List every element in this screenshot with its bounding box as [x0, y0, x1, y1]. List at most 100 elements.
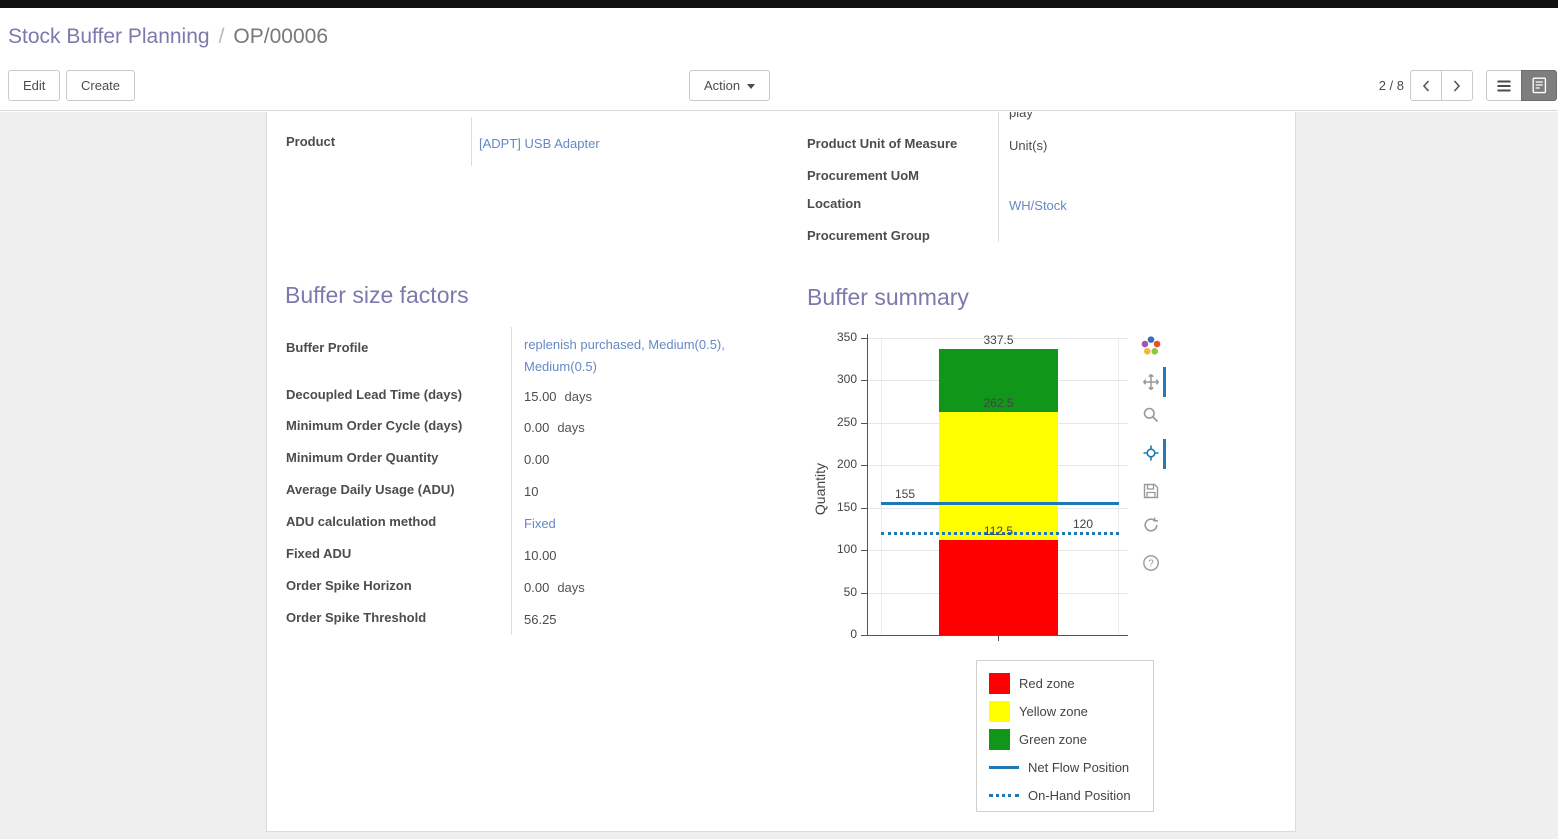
pan-icon	[1142, 373, 1160, 391]
legend-item-yellow-zone[interactable]: Yellow zone	[989, 701, 1153, 722]
pager-next-button[interactable]	[1441, 70, 1473, 101]
field-row-moq: Minimum Order Quantity 0.00	[286, 450, 766, 472]
chart-ytick-label: 150	[836, 499, 857, 514]
legend-label: Red zone	[1019, 676, 1075, 691]
field-label: Decoupled Lead Time (days)	[286, 387, 463, 402]
control-panel: Edit Create Action 2 / 8	[0, 62, 1558, 111]
field-value: Unit(s)	[1009, 138, 1048, 153]
pager-previous-button[interactable]	[1410, 70, 1442, 101]
field-label: Procurement UoM	[807, 168, 919, 183]
legend-item-net-flow-position[interactable]: Net Flow Position	[989, 757, 1153, 778]
chart-ytick	[861, 507, 867, 509]
clipped-field-value: play	[1009, 112, 1033, 120]
buffer-profile-link[interactable]: replenish purchased, Medium(0.5), Medium…	[524, 337, 725, 374]
field-row-moc: Minimum Order Cycle (days) 0.00 days	[286, 418, 766, 440]
on-hand-line-swatch-icon	[989, 794, 1019, 797]
chart-x-tick	[998, 636, 999, 641]
field-value: 56.25	[524, 612, 557, 627]
field-label: Product	[286, 134, 336, 149]
field-separator	[471, 117, 472, 166]
section-title-buffer-size-factors: Buffer size factors	[285, 282, 469, 308]
legend-label: Green zone	[1019, 732, 1087, 747]
field-value: 0.00	[524, 580, 550, 595]
form-view-button[interactable]	[1521, 70, 1557, 101]
chart-ytick	[861, 635, 867, 636]
chart-vgridline	[1118, 338, 1119, 635]
chart-ytick	[861, 380, 867, 382]
chart-ytick-label: 0	[850, 627, 857, 641]
action-button[interactable]: Action	[689, 70, 771, 101]
location-link[interactable]: WH/Stock	[1009, 198, 1067, 213]
view-switcher	[1486, 70, 1557, 101]
top-navbar	[0, 0, 1558, 8]
legend-label: Yellow zone	[1019, 704, 1088, 719]
field-label: Product Unit of Measure	[807, 136, 958, 151]
help-button[interactable]: ?	[1139, 551, 1163, 575]
field-label: Buffer Profile	[286, 340, 369, 355]
field-label: Minimum Order Quantity	[286, 450, 439, 465]
product-link[interactable]: [ADPT] USB Adapter	[479, 136, 600, 151]
field-row-fixed-adu: Fixed ADU 10.00	[286, 546, 766, 568]
net-flow-line-swatch-icon	[989, 766, 1019, 769]
chart-annotation: 155	[895, 487, 916, 502]
reset-axes-button[interactable]	[1139, 513, 1163, 537]
create-button[interactable]: Create	[66, 70, 136, 101]
field-row-product: Product [ADPT] USB Adapter	[286, 134, 766, 156]
chart-net-flow-position-line	[881, 501, 1119, 505]
chart-ytick	[861, 592, 867, 594]
modebar-active-indicator	[1163, 439, 1166, 469]
chart-ytick-label: 100	[836, 542, 857, 557]
list-view-icon	[1497, 80, 1511, 91]
field-suffix: days	[557, 420, 585, 435]
zoom-tool-button[interactable]	[1139, 403, 1163, 427]
chart-vgridline	[881, 338, 882, 635]
field-suffix: days	[564, 389, 593, 404]
form-view-icon	[1532, 77, 1546, 94]
breadcrumb: Stock Buffer Planning / OP/00006	[0, 8, 1558, 62]
chart-annotation: 120	[1073, 517, 1094, 532]
red-zone-swatch-icon	[989, 673, 1010, 694]
chart-ytick	[861, 338, 867, 339]
buffer-chart: 0 50 100 150 200 250 300 350 337.5 262.5 112.5 155 1…	[267, 112, 1295, 831]
chart-zone-green	[939, 348, 1058, 413]
list-view-button[interactable]	[1486, 70, 1522, 101]
chart-annotation: 337.5	[983, 332, 1014, 347]
legend-item-on-hand-position[interactable]: On-Hand Position	[989, 785, 1153, 806]
legend-item-red-zone[interactable]: Red zone	[989, 673, 1153, 694]
breadcrumb-parent[interactable]: Stock Buffer Planning	[8, 25, 210, 48]
field-row-spike-horizon: Order Spike Horizon 0.00 days	[286, 578, 766, 600]
chart-on-hand-position-line	[881, 531, 1119, 535]
chart-ytick-label: 250	[836, 414, 857, 429]
chart-ytick-label: 350	[836, 330, 857, 344]
hover-tool-button[interactable]	[1139, 441, 1163, 465]
field-row-procurement-group: Procurement Group	[807, 228, 1277, 250]
save-chart-button[interactable]	[1139, 479, 1163, 503]
chart-annotation: 112.5	[983, 523, 1014, 538]
chart-ytick-label: 200	[836, 457, 857, 472]
edit-button[interactable]: Edit	[8, 70, 61, 101]
chart-y-axis-title: Quantity	[812, 462, 828, 516]
adu-method-link[interactable]: Fixed	[524, 516, 556, 531]
field-row-adu: Average Daily Usage (ADU) 10	[286, 482, 766, 504]
pager	[1410, 70, 1473, 101]
modebar-active-indicator	[1163, 367, 1166, 397]
legend-label: On-Hand Position	[1028, 788, 1131, 803]
field-label: Average Daily Usage (ADU)	[286, 482, 455, 497]
legend-item-green-zone[interactable]: Green zone	[989, 729, 1153, 750]
save-icon	[1143, 483, 1159, 499]
chart-ytick-label: 300	[836, 372, 857, 387]
chart-zone-yellow	[939, 412, 1058, 540]
field-value: 10.00	[524, 548, 557, 563]
chevron-left-icon	[1422, 79, 1430, 92]
field-row-product-uom: Product Unit of Measure Unit(s)	[807, 136, 1277, 158]
chart-annotation: 262.5	[983, 396, 1014, 411]
chart-ytick-label: 50	[843, 584, 857, 599]
chart-ytick	[861, 422, 867, 424]
pan-tool-button[interactable]	[1139, 370, 1163, 394]
field-label: Order Spike Horizon	[286, 578, 412, 593]
pager-count: 2 / 8	[1378, 78, 1404, 93]
plotly-logo-button[interactable]	[1139, 334, 1163, 358]
field-label: Order Spike Threshold	[286, 610, 427, 625]
field-label: Procurement Group	[807, 228, 930, 243]
